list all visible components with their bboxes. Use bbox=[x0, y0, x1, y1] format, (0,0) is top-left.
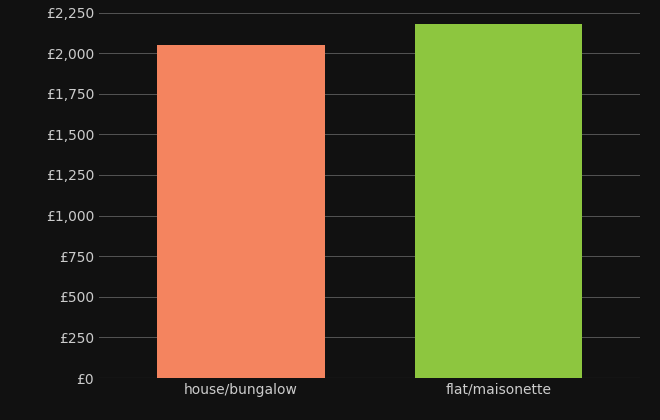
Bar bbox=[414, 24, 582, 378]
Bar bbox=[157, 45, 325, 378]
